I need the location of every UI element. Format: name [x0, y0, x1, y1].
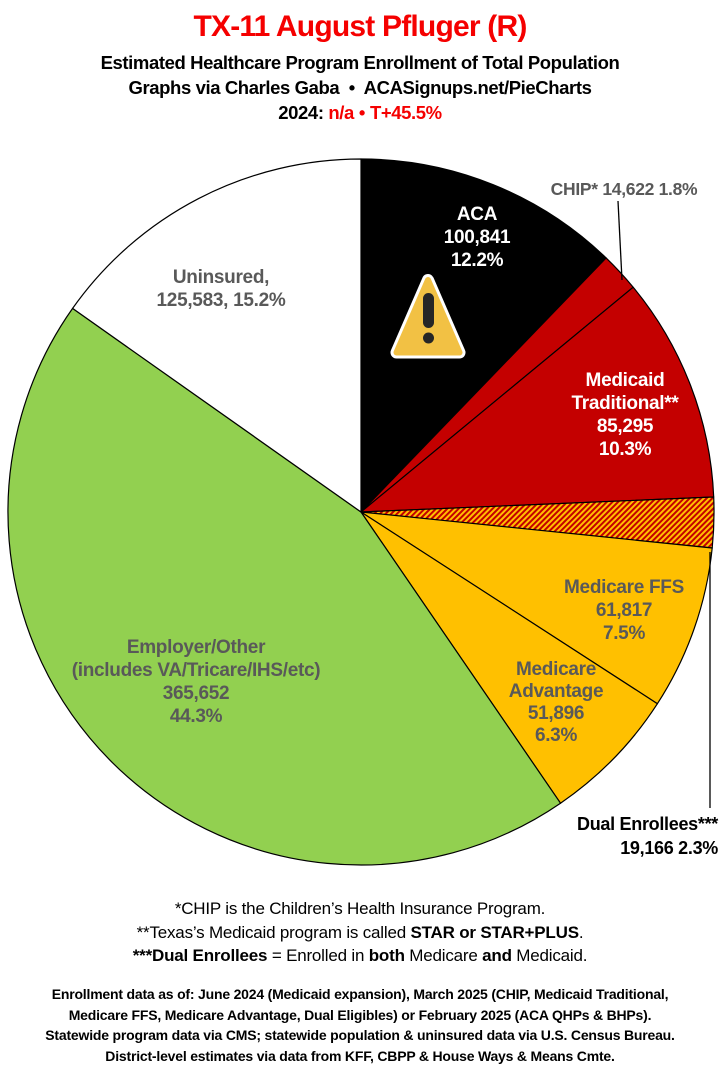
footnote-dual-bold1: ***Dual Enrollees	[132, 946, 268, 965]
footnote-dual-mid1: = Enrolled in	[267, 946, 369, 965]
slice-label-uninsured: Uninsured, 125,583, 15.2%	[157, 267, 286, 311]
source-line-4: District-level estimates via data from K…	[105, 1047, 615, 1064]
partisan-swing: T+45.5%	[369, 102, 442, 123]
footnote-medicaid-post: .	[578, 922, 584, 942]
footnotes-block: *CHIP is the Children’s Health Insurance…	[0, 897, 720, 968]
slice-medicare-advantage	[360, 511, 658, 804]
slice-uninsured	[72, 158, 362, 513]
footnote-chip: *CHIP is the Children’s Health Insurance…	[0, 897, 720, 921]
subtitle-attribution: Graphs via Charles Gaba • ACASignups.net…	[128, 77, 592, 98]
footnote-chip-text: *CHIP is the Children’s Health Insurance…	[174, 899, 546, 918]
subtitle-enrollment: Estimated Healthcare Program Enrollment …	[100, 52, 620, 73]
footnote-dual-bold2: both	[368, 946, 405, 965]
source-line-3: Statewide program data via CMS; statewid…	[45, 1027, 675, 1043]
footnote-dual: ***Dual Enrollees = Enrolled in both Med…	[0, 944, 720, 968]
leader-line-chip	[617, 200, 623, 281]
source-block: Enrollment data as of: June 2024 (Medica…	[0, 984, 720, 1066]
page-title: TX-11 August Pfluger (R)	[193, 10, 527, 43]
footnote-dual-bold3: and	[482, 946, 512, 965]
bullet-separator: •	[358, 102, 365, 123]
source-line-1: Enrollment data as of: June 2024 (Medica…	[51, 986, 669, 1002]
slice-medicaid-traditional	[360, 286, 715, 513]
slice-label-medicare-advantage: Medicare Advantage 51,896 6.3%	[509, 659, 603, 746]
enrollment-pie-chart: ACA 100,841 12.2% Medicaid Traditional** 85,2…	[7, 158, 719, 866]
slice-medicare-ffs	[360, 511, 713, 705]
slice-label-employer-other: Employer/Other (includes VA/Tricare/IHS/e…	[72, 637, 321, 727]
slice-aca	[360, 158, 607, 513]
footnote-medicaid: **Texas’s Medicaid program is called STA…	[0, 921, 720, 945]
callout-label-chip: CHIP* 14,622 1.8%	[551, 179, 698, 199]
footnote-dual-post: Medicaid.	[511, 946, 588, 965]
warning-icon	[390, 274, 466, 359]
year-label: 2024:	[278, 102, 324, 123]
footnote-medicaid-pre: **Texas’s Medicaid program is called	[136, 922, 411, 942]
chart-header: TX-11 August Pfluger (R) Estimated Healt…	[0, 0, 720, 125]
slice-employer-other	[7, 307, 562, 866]
pie-labels: ACA 100,841 12.2% Medicaid Traditional** 85,2…	[72, 179, 719, 858]
footnote-dual-mid2: Medicare	[404, 946, 483, 965]
callout-label-dual-enrollees: Dual Enrollees*** 19,166 2.3%	[577, 814, 718, 858]
source-line-2: Medicare FFS, Medicare Advantage, Dual E…	[68, 1006, 652, 1023]
year-value: n/a	[328, 102, 354, 123]
subtitle-result-line: 2024: n/a • T+45.5%	[0, 100, 720, 125]
pie-slices	[7, 158, 715, 866]
slice-label-medicaid-traditional: Medicaid Traditional** 85,295 10.3%	[572, 370, 680, 460]
slice-label-medicare-ffs: Medicare FFS 61,817 7.5%	[564, 577, 684, 644]
slice-label-aca: ACA 100,841 12.2%	[444, 204, 511, 271]
footnote-medicaid-bold: STAR or STAR+PLUS	[410, 922, 579, 942]
